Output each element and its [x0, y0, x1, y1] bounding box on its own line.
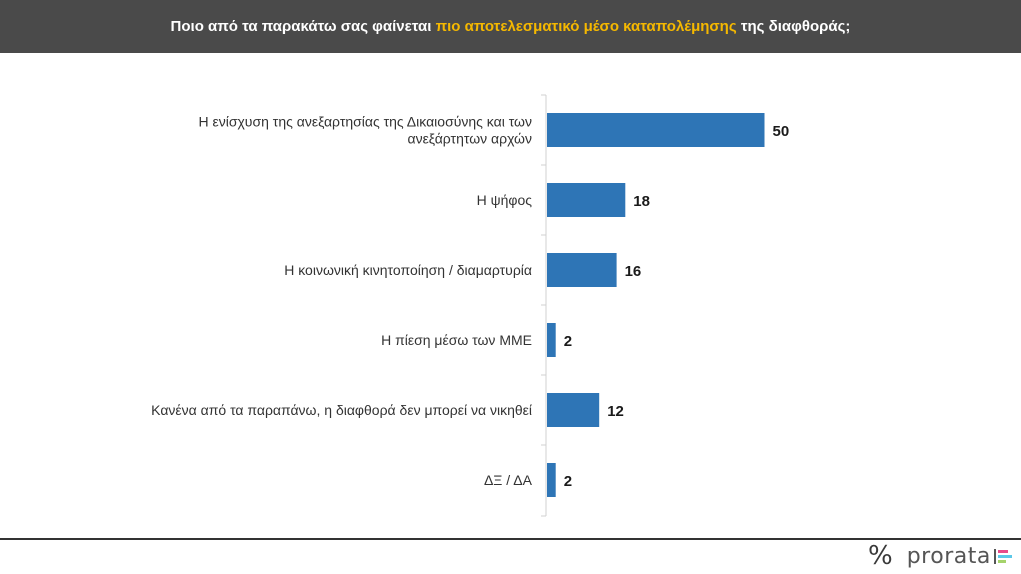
category-label: Η ενίσχυση της ανεξαρτησίας της Δικαιοσύ… [198, 114, 532, 130]
bar [547, 463, 556, 497]
bar-chart: 50 Η ενίσχυση της ανεξαρτησίας της Δικαιο… [151, 94, 790, 517]
title-highlight: πιο αποτελεσματικό μέσο καταπολέμησης [435, 18, 737, 35]
logo-text: prorata [906, 543, 991, 569]
percent-icon: % [868, 541, 893, 571]
category-label: Η κοινωνική κινητοποίηση / διαμαρτυρία [284, 262, 532, 278]
category-label: ΔΞ / ΔΑ [484, 472, 533, 488]
data-label: 2 [564, 333, 572, 350]
logo-bar [997, 549, 1008, 553]
category-label: Κανένα από τα παραπάνω, η διαφθορά δεν μ… [151, 402, 532, 418]
data-label: 50 [773, 123, 790, 140]
logo-bar [997, 559, 1006, 563]
bar [547, 393, 600, 427]
title-text-start: Ποιο από τα παρακάτω σας φαίνεται [170, 18, 436, 35]
bar [547, 323, 556, 357]
logo-bar [997, 554, 1012, 558]
category-label: Η ψήφος [477, 192, 533, 208]
data-label: 12 [607, 403, 624, 420]
title-text-end: της διαφθοράς; [736, 18, 851, 35]
data-label: 2 [564, 473, 572, 490]
category-label: Η πίεση μέσω των ΜΜΕ [381, 332, 532, 348]
data-label: 16 [625, 263, 642, 280]
logo-bars-icon [993, 548, 1012, 564]
category-label: ανεξάρτητων αρχών [407, 131, 532, 147]
data-label: 18 [633, 193, 650, 210]
prorata-logo: % prorata [868, 541, 1012, 571]
chart-title: Ποιο από τα παρακάτω σας φαίνεται πιο απ… [171, 18, 851, 35]
bar [547, 113, 765, 147]
bar [547, 253, 617, 287]
header-banner: Ποιο από τα παρακάτω σας φαίνεται πιο απ… [0, 0, 1021, 53]
bar [547, 183, 626, 217]
footer-divider [0, 538, 1021, 540]
